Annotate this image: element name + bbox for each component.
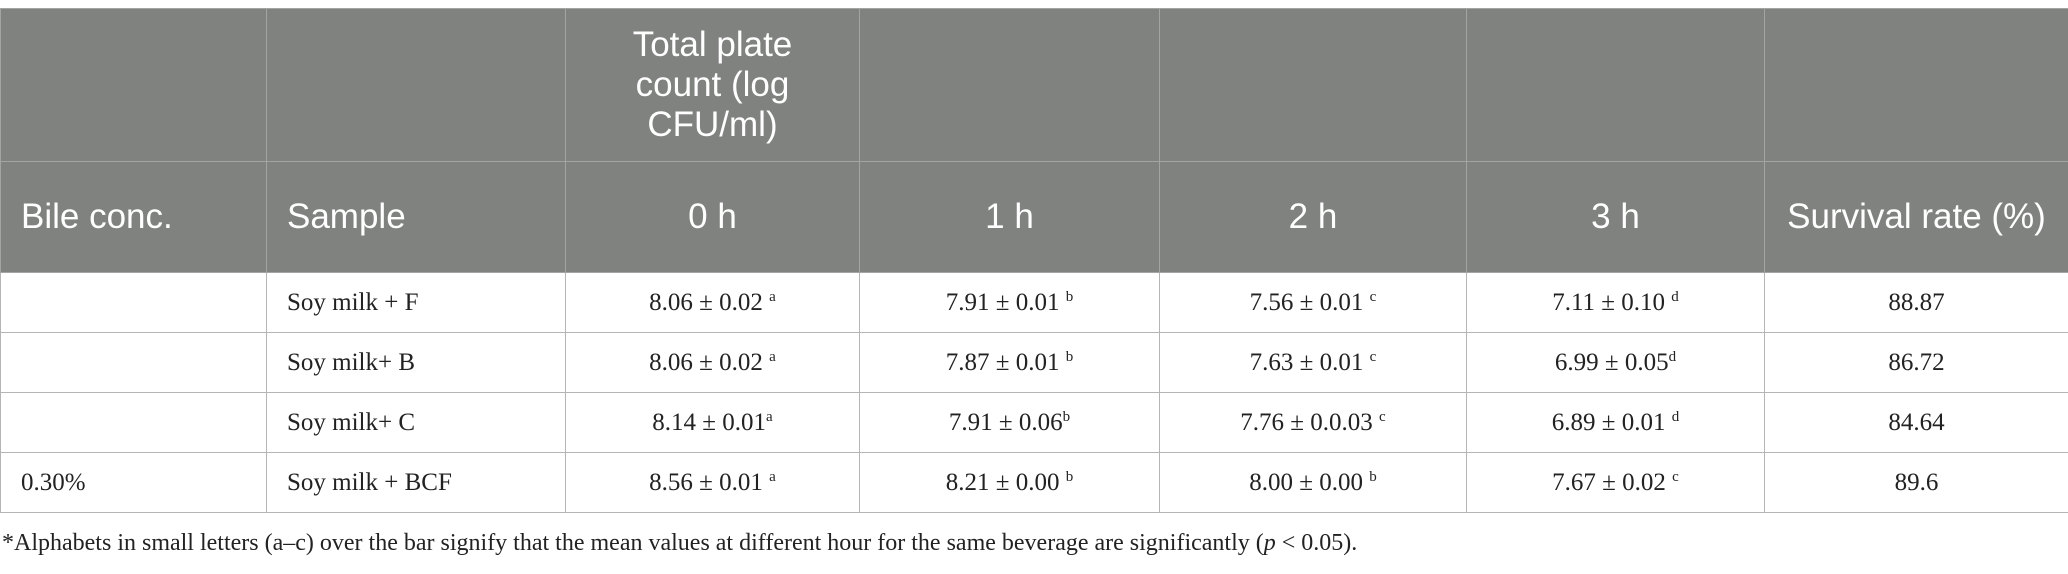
cell-value: 8.14 ± 0.01 — [652, 408, 767, 436]
top-header-cell — [0, 8, 267, 162]
cell-survival-rate: 84.64 — [1764, 392, 2068, 453]
cell-h2: 8.00 ± 0.00 b — [1159, 452, 1467, 513]
cell-h0: 8.56 ± 0.01 a — [565, 452, 860, 513]
cell-h1: 8.21 ± 0.00 b — [859, 452, 1160, 513]
cell-sample: Soy milk + F — [266, 272, 566, 333]
column-header-bile-conc: Bile conc. — [0, 161, 267, 273]
column-header-3h: 3 h — [1466, 161, 1765, 273]
cell-value: 8.21 ± 0.00 — [945, 468, 1060, 496]
significance-letter: d — [1668, 348, 1677, 365]
cell-sample: Soy milk+ C — [266, 392, 566, 453]
cell-h3: 6.99 ± 0.05d — [1466, 332, 1765, 393]
cell-h3: 7.67 ± 0.02 c — [1466, 452, 1765, 513]
footnote-text-end: < 0.05). — [1275, 530, 1358, 556]
significance-letter: c — [1672, 468, 1679, 485]
significance-letter: a — [766, 408, 773, 425]
significance-letter: d — [1671, 288, 1679, 305]
top-header-total-plate-count: Total plate count (log CFU/ml) — [565, 8, 860, 162]
cell-value: 7.87 ± 0.01 — [945, 348, 1060, 376]
cell-h1: 7.91 ± 0.01 b — [859, 272, 1160, 333]
significance-letter: d — [1671, 408, 1680, 425]
cell-value: 8.00 ± 0.00 — [1249, 468, 1363, 496]
cell-h0: 8.14 ± 0.01a — [565, 392, 860, 453]
cell-value: 7.91 ± 0.06 — [948, 408, 1063, 436]
cell-bile-conc: 0.30% — [0, 452, 267, 513]
cell-survival-rate: 86.72 — [1764, 332, 2068, 393]
table-body: Soy milk + F 8.06 ± 0.02 a 7.91 ± 0.01 b 7.… — [0, 272, 2068, 513]
table-footnote: *Alphabets in small letters (a–c) over t… — [2, 530, 1357, 557]
column-header-1h: 1 h — [859, 161, 1160, 273]
cell-h3: 6.89 ± 0.01 d — [1466, 392, 1765, 453]
significance-letter: c — [1369, 288, 1377, 305]
significance-letter: c — [1379, 408, 1386, 425]
cell-sample: Soy milk+ B — [266, 332, 566, 393]
table-row: Soy milk+ B 8.06 ± 0.02 a 7.87 ± 0.01 b 7.6… — [0, 332, 2068, 393]
cell-bile-conc — [0, 272, 267, 333]
cell-value: 7.56 ± 0.01 — [1249, 288, 1364, 316]
cell-h3: 7.11 ± 0.10 d — [1466, 272, 1765, 333]
significance-letter: c — [1369, 348, 1377, 365]
table-row: Soy milk+ C 8.14 ± 0.01a 7.91 ± 0.06b 7.76 … — [0, 392, 2068, 453]
cell-value: 7.76 ± 0.0.03 — [1240, 408, 1373, 436]
cell-value: 6.99 ± 0.05 — [1554, 348, 1669, 376]
cell-h2: 7.76 ± 0.0.03 c — [1159, 392, 1467, 453]
significance-letter: b — [1062, 408, 1071, 425]
cell-value: 7.63 ± 0.01 — [1249, 348, 1364, 376]
top-header-cell — [1159, 8, 1467, 162]
cell-h1: 7.91 ± 0.06b — [859, 392, 1160, 453]
table-header: Total plate count (log CFU/ml) Bile conc… — [0, 8, 2068, 273]
cell-h0: 8.06 ± 0.02 a — [565, 272, 860, 333]
cell-value: 7.91 ± 0.01 — [945, 288, 1060, 316]
cell-bile-conc — [0, 392, 267, 453]
significance-letter: b — [1369, 468, 1377, 485]
header-row-top: Total plate count (log CFU/ml) — [0, 8, 2068, 162]
cell-h2: 7.63 ± 0.01 c — [1159, 332, 1467, 393]
cell-h0: 8.06 ± 0.02 a — [565, 332, 860, 393]
significance-letter: b — [1065, 288, 1074, 305]
cell-survival-rate: 89.6 — [1764, 452, 2068, 513]
cell-value: 8.06 ± 0.02 — [649, 348, 763, 376]
significance-letter: a — [769, 468, 776, 485]
top-header-cell — [859, 8, 1160, 162]
cell-survival-rate: 88.87 — [1764, 272, 2068, 333]
top-header-cell — [1764, 8, 2068, 162]
significance-letter: b — [1065, 348, 1074, 365]
cell-value: 7.67 ± 0.02 — [1552, 468, 1666, 496]
footnote-p-symbol: p — [1263, 530, 1276, 556]
column-header-2h: 2 h — [1159, 161, 1467, 273]
top-header-cell — [1466, 8, 1765, 162]
table-row: Soy milk + F 8.06 ± 0.02 a 7.91 ± 0.01 b 7.… — [0, 272, 2068, 333]
cell-h2: 7.56 ± 0.01 c — [1159, 272, 1467, 333]
cell-value: 8.56 ± 0.01 — [649, 468, 763, 496]
cell-sample: Soy milk + BCF — [266, 452, 566, 513]
column-header-sample: Sample — [266, 161, 566, 273]
cell-value: 7.11 ± 0.10 — [1552, 288, 1666, 316]
cell-value: 8.06 ± 0.02 — [649, 288, 763, 316]
significance-letter: b — [1065, 468, 1074, 485]
footnote-text: *Alphabets in small letters (a–c) over t… — [2, 530, 1264, 556]
column-header-0h: 0 h — [565, 161, 860, 273]
data-table: Total plate count (log CFU/ml) Bile conc… — [0, 8, 2068, 513]
cell-h1: 7.87 ± 0.01 b — [859, 332, 1160, 393]
table-wrapper: Total plate count (log CFU/ml) Bile conc… — [0, 8, 2068, 513]
header-row-columns: Bile conc. Sample 0 h 1 h 2 h 3 h Surviv… — [0, 161, 2068, 273]
column-header-survival-rate: Survival rate (%) — [1764, 161, 2068, 273]
significance-letter: a — [769, 348, 776, 365]
table-row: 0.30% Soy milk + BCF 8.56 ± 0.01 a 8.21 ± 0… — [0, 452, 2068, 513]
top-header-cell — [266, 8, 566, 162]
cell-bile-conc — [0, 332, 267, 393]
cell-value: 6.89 ± 0.01 — [1551, 408, 1666, 436]
significance-letter: a — [769, 288, 776, 305]
